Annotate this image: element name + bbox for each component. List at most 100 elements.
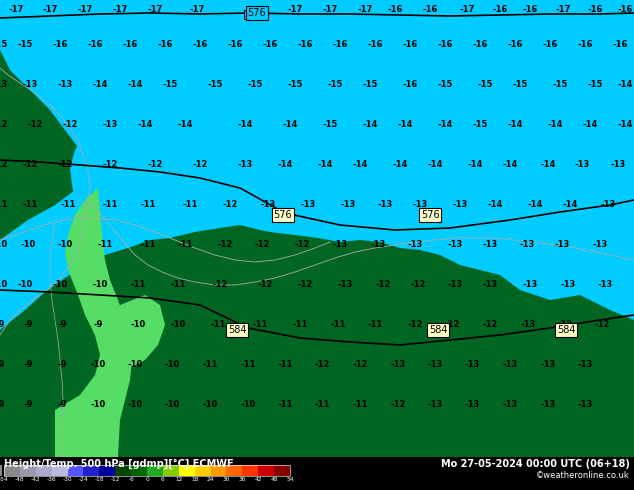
Text: -14: -14 [237,120,253,129]
Text: -11: -11 [0,200,8,209]
Text: -9: -9 [57,360,67,369]
Text: -11: -11 [210,320,226,329]
Text: -12: -12 [297,280,313,289]
Bar [242,465,258,476]
Text: -10: -10 [91,360,106,369]
Text: -17: -17 [190,5,205,14]
Text: -11: -11 [314,400,330,409]
Text: -11: -11 [171,280,186,289]
Text: -11: -11 [131,280,146,289]
Text: -12: -12 [410,280,425,289]
Text: -17: -17 [460,5,475,14]
Text: -42: -42 [31,477,41,482]
Text: -16: -16 [297,40,313,49]
Text: -15: -15 [0,40,8,49]
Text: -12: -12 [102,160,118,169]
Text: -11: -11 [292,320,307,329]
Text: -9: -9 [57,320,67,329]
Text: -15: -15 [207,80,223,89]
Text: -12: -12 [257,280,273,289]
Text: -12: -12 [594,320,610,329]
Text: -17: -17 [287,5,302,14]
Text: -11: -11 [353,400,368,409]
Text: -11: -11 [60,200,75,209]
Text: -9: -9 [93,320,103,329]
Text: -15: -15 [17,40,33,49]
Text: -10: -10 [57,240,73,249]
Text: -13: -13 [464,400,480,409]
Text: -14: -14 [277,160,293,169]
Text: -16: -16 [437,40,453,49]
Bar [179,465,195,476]
Text: -14: -14 [562,200,578,209]
Text: -15: -15 [247,80,262,89]
Text: -13: -13 [0,80,8,89]
Text: -13: -13 [578,400,593,409]
Text: -6: -6 [128,477,134,482]
Text: -14: -14 [582,120,598,129]
Text: -10: -10 [93,280,108,289]
Text: -10: -10 [0,280,8,289]
Text: -16: -16 [228,40,243,49]
Text: -13: -13 [592,240,607,249]
Text: 584: 584 [228,325,246,335]
Text: -14: -14 [540,160,555,169]
Text: -17: -17 [147,5,163,14]
Text: -12: -12 [217,240,233,249]
Text: -14: -14 [138,120,153,129]
Text: -13: -13 [261,200,276,209]
Text: -12: -12 [57,160,73,169]
Text: -10: -10 [53,280,68,289]
Text: -13: -13 [391,360,406,369]
Text: -16: -16 [493,5,508,14]
Text: 584: 584 [429,325,447,335]
Text: -13: -13 [22,80,37,89]
Polygon shape [55,188,132,457]
Text: -13: -13 [340,200,356,209]
Text: -11: -11 [183,200,198,209]
Text: -13: -13 [574,160,590,169]
Text: -16: -16 [507,40,522,49]
Text: 36: 36 [238,477,246,482]
Bar [147,465,163,476]
Text: -14: -14 [398,120,413,129]
Text: 24: 24 [207,477,214,482]
Text: -9: -9 [57,400,67,409]
Text: -9: -9 [23,360,33,369]
Text: -10: -10 [127,360,143,369]
Bar [36,465,51,476]
Text: -14: -14 [502,160,518,169]
Text: -13: -13 [427,400,443,409]
Text: -13: -13 [453,200,468,209]
Text: -10: -10 [164,400,179,409]
Text: -16: -16 [367,40,383,49]
Text: 584: 584 [557,325,575,335]
Text: -16: -16 [618,5,633,14]
Text: -48: -48 [15,477,25,482]
Text: -13: -13 [332,240,347,249]
Text: -14: -14 [618,120,633,129]
Bar [210,465,226,476]
Text: -16: -16 [522,5,538,14]
Text: -10: -10 [171,320,186,329]
Text: 54: 54 [286,477,294,482]
Bar [115,465,131,476]
Text: -9: -9 [0,360,4,369]
Text: -13: -13 [519,240,534,249]
Text: 576: 576 [274,210,292,220]
Text: -14: -14 [127,80,143,89]
Text: -12: -12 [192,160,208,169]
Text: -14: -14 [178,120,193,129]
Text: Mo 27-05-2024 00:00 UTC (06+18): Mo 27-05-2024 00:00 UTC (06+18) [441,459,630,469]
Text: -17: -17 [112,5,127,14]
Text: -14: -14 [437,120,453,129]
Text: -12: -12 [353,360,368,369]
Text: -12: -12 [391,400,406,409]
Text: -15: -15 [552,80,567,89]
Bar [4,465,290,476]
Polygon shape [75,0,634,105]
Text: -14: -14 [507,120,522,129]
Bar [274,465,290,476]
Text: -12: -12 [314,360,330,369]
Text: 576: 576 [248,8,266,18]
